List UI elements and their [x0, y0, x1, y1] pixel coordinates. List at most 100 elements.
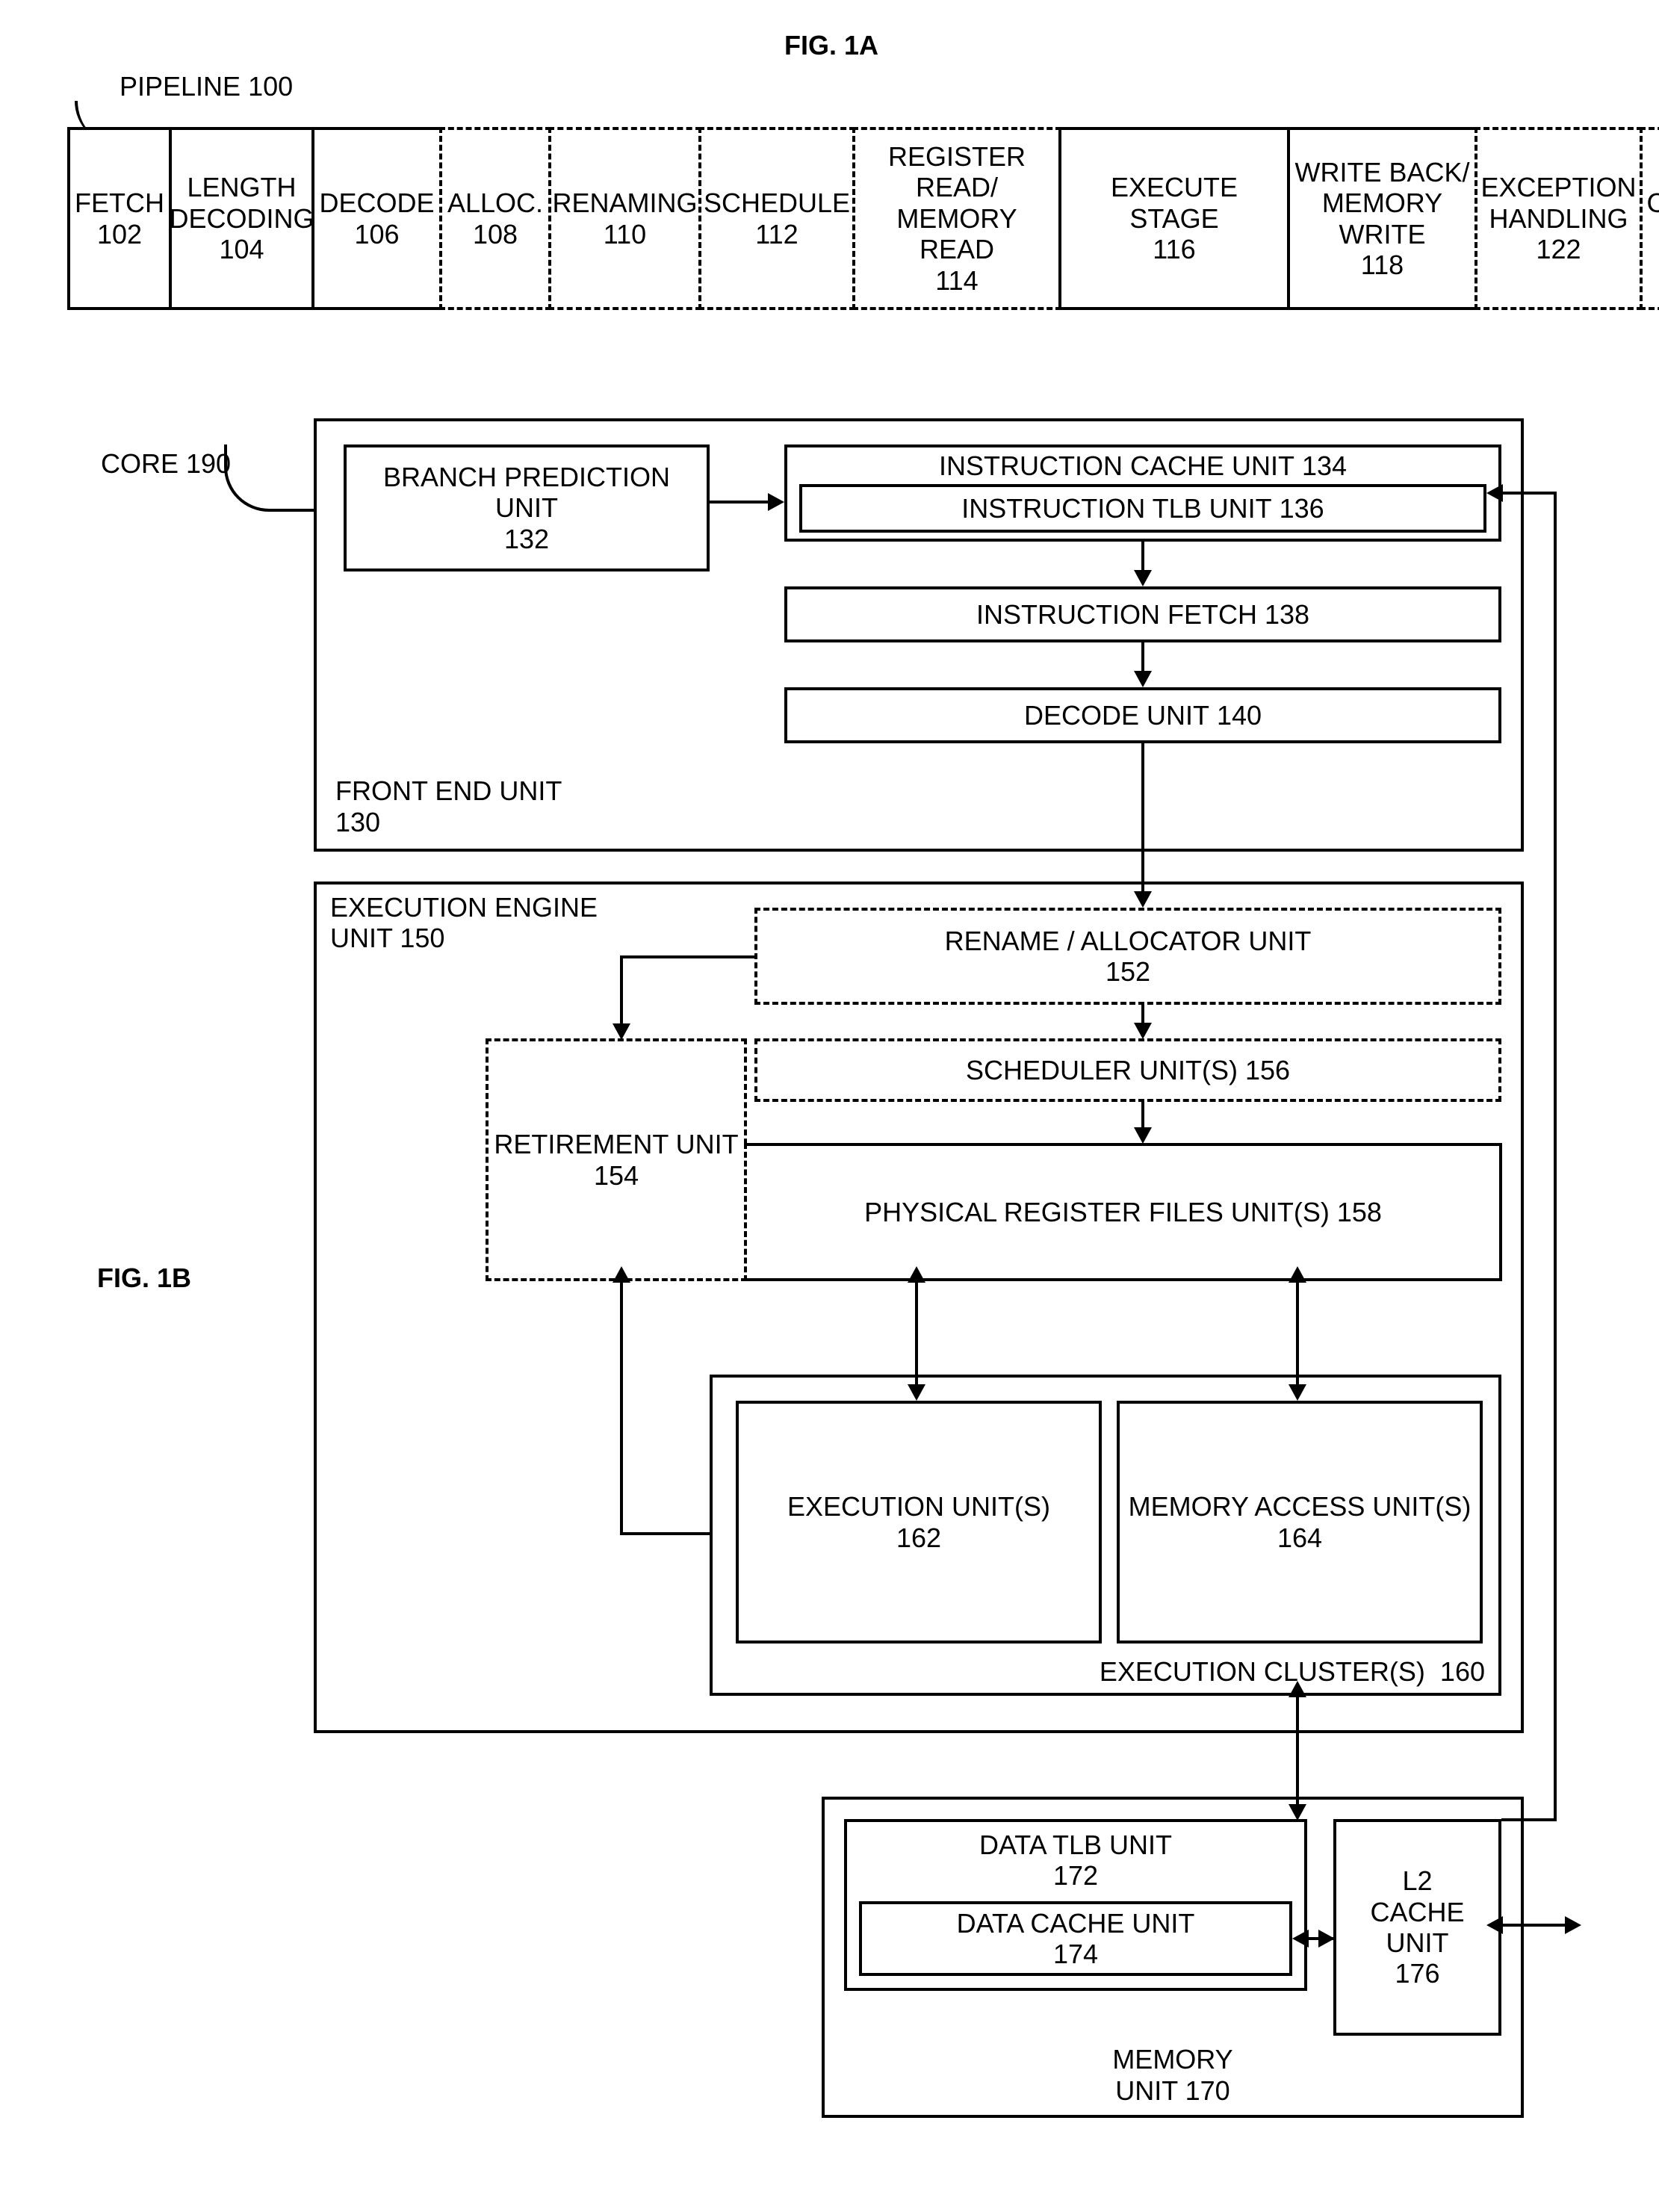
diagram-page: FIG. 1A PIPELINE 100 FETCH102LENGTH DECO… [30, 30, 1629, 2182]
arrow-head [613, 1266, 630, 1283]
stage-num: 118 [1361, 250, 1404, 280]
arrow-l2-out [1501, 1924, 1569, 1927]
stage-name: FETCH [75, 188, 164, 218]
arrow-head [1289, 1681, 1306, 1697]
arrow-l2-icache-v [1554, 492, 1557, 1821]
arrow-head [613, 1023, 630, 1040]
dtlb-num: 172 [1053, 1860, 1098, 1891]
arrow-head [1134, 1127, 1152, 1144]
mem-unitlabel: UNIT 170 [1115, 2075, 1229, 2106]
cluster-name: EXECUTION CLUSTER(S) [1100, 1656, 1425, 1687]
pipeline-stage: REGISTER READ/ MEMORY READ114 [852, 127, 1061, 310]
stage-num: 116 [1153, 234, 1195, 264]
decode-unit: DECODE UNIT 140 [784, 687, 1501, 743]
stage-name: COMMIT [1647, 188, 1659, 218]
l2-label3: UNIT [1386, 1927, 1449, 1958]
stage-name: DECODE [319, 188, 434, 218]
physical-register-files-units: PHYSICAL REGISTER FILES UNIT(S) 158 [744, 1143, 1502, 1281]
data-cache-unit: DATA CACHE UNIT 174 [859, 1901, 1292, 1976]
itlb-num: 136 [1280, 493, 1324, 524]
l2-num: 176 [1395, 1958, 1439, 1989]
arrow-head [1318, 1930, 1335, 1948]
arrow-ifetch-decode [1141, 642, 1144, 674]
eu-name: EXECUTION UNIT(S) [787, 1491, 1050, 1522]
arrow-head [1565, 1916, 1581, 1934]
branch-name: BRANCH PREDICTION UNIT [351, 462, 702, 524]
branch-prediction-unit: BRANCH PREDICTION UNIT 132 [344, 444, 710, 571]
arrow-head [1289, 1266, 1306, 1283]
branch-num: 132 [504, 524, 549, 554]
instruction-fetch: INSTRUCTION FETCH 138 [784, 586, 1501, 642]
pipeline-stage: RENAMING110 [548, 127, 701, 310]
l2-cache-unit: L2 CACHE UNIT 176 [1333, 1819, 1501, 2036]
stage-num: 112 [755, 219, 798, 250]
sched-num: 156 [1245, 1055, 1290, 1085]
pipeline-stage: FETCH102 [67, 127, 172, 310]
arrow-cluster-retire-h [620, 1532, 710, 1535]
stage-name: WRITE BACK/ MEMORY WRITE [1294, 157, 1470, 250]
fig-1a-title: FIG. 1A [784, 30, 878, 61]
arrow-cluster-retire-v [620, 1281, 623, 1535]
icache-num: 134 [1302, 450, 1347, 481]
pipeline-stage: LENGTH DECODING104 [169, 127, 314, 310]
pipeline-label: PIPELINE 100 [120, 71, 293, 102]
dcache-num: 174 [1053, 1939, 1098, 1969]
execution-units: EXECUTION UNIT(S) 162 [736, 1401, 1102, 1643]
mau-num: 164 [1277, 1522, 1322, 1553]
arrow-branch-icache [710, 501, 769, 504]
pipeline-stage: COMMIT124 [1640, 127, 1659, 310]
decode-num: 140 [1217, 700, 1262, 731]
arrow-prf-eu [915, 1281, 918, 1387]
arrow-head [1289, 1804, 1306, 1821]
pipeline-stage: ALLOC.108 [439, 127, 551, 310]
stage-name: RENAMING [553, 188, 698, 218]
frontend-num: 130 [335, 807, 380, 837]
mau-name: MEMORY ACCESS UNIT(S) [1129, 1491, 1472, 1522]
decode-name: DECODE UNIT [1024, 700, 1209, 731]
ifetch-num: 138 [1265, 599, 1309, 630]
l2-label2: CACHE [1370, 1897, 1464, 1927]
arrow-head [1134, 671, 1152, 687]
arrow-rename-retire-h [620, 955, 754, 958]
stage-num: 110 [604, 219, 646, 250]
arrow-head [908, 1266, 925, 1283]
eu-num: 162 [896, 1522, 941, 1553]
retirement-unit: RETIREMENT UNIT 154 [486, 1038, 747, 1281]
fig-1b-title: FIG. 1B [97, 1263, 191, 1294]
dtlb-name: DATA TLB UNIT [979, 1830, 1172, 1860]
arrow-head [908, 1384, 925, 1401]
arrow-head [1134, 891, 1152, 908]
dcache-name: DATA CACHE UNIT [957, 1908, 1195, 1939]
ifetch-name: INSTRUCTION FETCH [976, 599, 1257, 630]
pipeline-stage: SCHEDULE112 [698, 127, 855, 310]
arrow-head [1134, 1023, 1152, 1039]
retire-name: RETIREMENT UNIT [494, 1129, 738, 1159]
arrow-rename-retire-v [620, 955, 623, 1026]
arrow-l2-icache-h1 [1501, 1818, 1557, 1821]
stage-num: 104 [219, 234, 264, 264]
arrow-prf-mau [1296, 1281, 1299, 1387]
stage-num: 114 [935, 265, 978, 296]
arrow-l2-icache-h2 [1501, 492, 1557, 495]
pipeline-stage: EXECUTE STAGE116 [1058, 127, 1290, 310]
exec-label: EXECUTION ENGINE [330, 892, 598, 923]
arrow-head [768, 493, 784, 511]
pipeline-stage: WRITE BACK/ MEMORY WRITE118 [1287, 127, 1477, 310]
pipeline-stage: DECODE106 [311, 127, 442, 310]
mem-label: MEMORY [1112, 2044, 1232, 2075]
cluster-num: 160 [1440, 1656, 1485, 1687]
stage-name: SCHEDULE [704, 188, 850, 218]
arrow-head [1486, 484, 1503, 502]
rename-allocator-unit: RENAME / ALLOCATOR UNIT 152 [754, 908, 1501, 1005]
prf-name: PHYSICAL REGISTER FILES UNIT(S) [864, 1197, 1330, 1227]
arrow-head [1486, 1916, 1503, 1934]
stage-name: EXECUTE STAGE [1066, 172, 1283, 234]
stage-num: 106 [354, 219, 399, 250]
core-label: CORE 190 [101, 448, 231, 480]
exec-unitlabel: UNIT 150 [330, 923, 444, 953]
itlb-name: INSTRUCTION TLB UNIT [961, 493, 1271, 524]
stage-num: 102 [97, 219, 142, 250]
stage-name: ALLOC. [447, 188, 543, 218]
memory-access-units: MEMORY ACCESS UNIT(S) 164 [1117, 1401, 1483, 1643]
arrow-itlb-ifetch [1141, 542, 1144, 573]
